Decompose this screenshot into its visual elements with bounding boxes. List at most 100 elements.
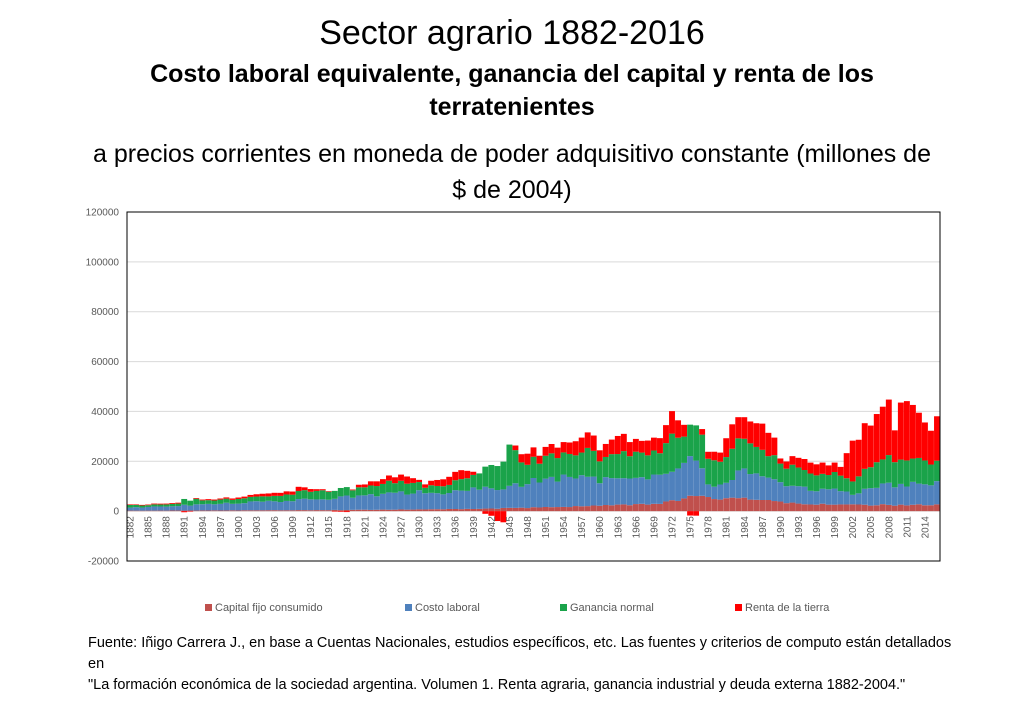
bar-segment-renta-de-la-tierra — [909, 404, 916, 459]
x-tick-label: 1996 — [812, 516, 823, 539]
bar-segment-costo-laboral — [289, 501, 296, 511]
bar-segment-ganancia-normal — [831, 472, 838, 489]
bar-segment-capital-fijo-consumido — [554, 507, 561, 512]
bar-segment-costo-laboral — [867, 488, 874, 506]
bar-segment-capital-fijo-consumido — [759, 500, 766, 512]
bar-segment-costo-laboral — [614, 478, 621, 505]
bar-segment-ganancia-normal — [127, 504, 133, 508]
bar-segment-costo-laboral — [458, 490, 465, 510]
bar-segment-costo-laboral — [801, 486, 808, 505]
bar-segment-ganancia-normal — [650, 450, 657, 475]
bar-segment-ganancia-normal — [771, 455, 778, 480]
bar-segment-ganancia-normal — [891, 462, 898, 488]
bar-segment-costo-laboral — [885, 482, 892, 505]
bar-segment-costo-laboral — [934, 481, 940, 505]
bar-segment-capital-fijo-consumido — [711, 499, 718, 512]
x-tick-label: 1912 — [306, 516, 317, 539]
bar-segment-renta-de-la-tierra — [373, 481, 380, 487]
bar-segment-renta-de-la-tierra — [241, 496, 248, 499]
bar-segment-ganancia-normal — [229, 499, 236, 504]
bar-segment-ganancia-normal — [440, 486, 447, 495]
bar-segment-capital-fijo-consumido — [928, 505, 934, 512]
bar-segment-renta-de-la-tierra — [313, 489, 320, 491]
x-tick-label: 1972 — [668, 516, 679, 539]
bar-segment-ganancia-normal — [145, 505, 152, 507]
bar-segment-costo-laboral — [542, 478, 549, 507]
bar-segment-costo-laboral — [169, 506, 176, 511]
source-line-2: "La formación económica de la sociedad a… — [88, 677, 906, 693]
bar-segment-renta-de-la-tierra — [777, 458, 784, 464]
bar-segment-renta-de-la-tierra — [560, 442, 567, 453]
bar-segment-capital-fijo-consumido — [747, 499, 754, 512]
bar-segment-ganancia-normal — [705, 458, 712, 485]
bar-segment-capital-fijo-consumido — [741, 497, 748, 512]
bar-segment-costo-laboral — [386, 492, 392, 510]
bar-segment-capital-fijo-consumido — [157, 510, 164, 512]
bar-segment-costo-laboral — [428, 492, 435, 510]
bar-segment-renta-de-la-tierra — [343, 511, 350, 513]
bar-segment-renta-de-la-tierra — [458, 470, 465, 480]
bar-segment-costo-laboral — [753, 473, 760, 500]
bar-segment-ganancia-normal — [789, 464, 796, 486]
bar-segment-renta-de-la-tierra — [741, 417, 748, 439]
bar-segment-ganancia-normal — [211, 500, 218, 505]
bar-segment-renta-de-la-tierra — [193, 498, 200, 499]
bar-segment-renta-de-la-tierra — [211, 499, 218, 501]
y-tick-label: 60000 — [91, 357, 119, 368]
bar-segment-capital-fijo-consumido — [187, 510, 194, 512]
bar-segment-ganancia-normal — [843, 478, 850, 492]
bar-segment-renta-de-la-tierra — [675, 420, 681, 438]
bar-segment-capital-fijo-consumido — [687, 495, 694, 512]
bar-segment-costo-laboral — [127, 507, 133, 511]
bar-segment-renta-de-la-tierra — [325, 491, 332, 492]
bar-segment-renta-de-la-tierra — [566, 442, 573, 454]
bar-segment-costo-laboral — [590, 476, 597, 506]
bar-segment-costo-laboral — [524, 484, 531, 509]
bar-segment-ganancia-normal — [283, 494, 290, 501]
bar-segment-costo-laboral — [217, 503, 224, 511]
x-tick-label: 1906 — [270, 516, 281, 539]
bar-segment-ganancia-normal — [253, 496, 260, 502]
bar-segment-renta-de-la-tierra — [283, 491, 290, 495]
bar-segment-renta-de-la-tierra — [650, 437, 657, 451]
bar-segment-renta-de-la-tierra — [301, 487, 308, 491]
bar-segment-renta-de-la-tierra — [843, 453, 850, 479]
bar-segment-renta-de-la-tierra — [223, 497, 230, 499]
x-tick-label: 1942 — [487, 516, 498, 539]
bar-segment-renta-de-la-tierra — [398, 474, 404, 481]
bar-segment-renta-de-la-tierra — [319, 489, 326, 491]
bar-segment-costo-laboral — [693, 460, 700, 497]
bar-segment-costo-laboral — [193, 504, 200, 511]
bar-segment-capital-fijo-consumido — [699, 495, 706, 512]
x-tick-label: 1993 — [794, 516, 805, 539]
bar-segment-ganancia-normal — [849, 481, 856, 495]
bar-segment-renta-de-la-tierra — [669, 411, 675, 434]
bar-segment-capital-fijo-consumido — [644, 504, 651, 512]
bar-segment-capital-fijo-consumido — [464, 508, 471, 512]
x-tick-label: 1909 — [288, 516, 299, 539]
bar-segment-costo-laboral — [205, 503, 212, 511]
bar-segment-ganancia-normal — [759, 449, 766, 477]
bar-segment-costo-laboral — [139, 507, 145, 511]
bar-segment-costo-laboral — [729, 480, 736, 498]
x-tick-label: 2008 — [884, 516, 895, 539]
x-tick-label: 1897 — [216, 516, 227, 539]
bar-segment-ganancia-normal — [301, 490, 308, 499]
bar-segment-capital-fijo-consumido — [325, 510, 332, 512]
bar-segment-renta-de-la-tierra — [861, 423, 868, 469]
bar-segment-costo-laboral — [687, 456, 694, 496]
bar-segment-ganancia-normal — [193, 498, 200, 505]
bar-segment-renta-de-la-tierra — [349, 489, 356, 491]
bar-segment-capital-fijo-consumido — [163, 510, 170, 512]
x-tick-label: 2005 — [866, 516, 877, 539]
bar-segment-renta-de-la-tierra — [602, 443, 609, 457]
bar-segment-renta-de-la-tierra — [663, 425, 669, 444]
bar-segment-renta-de-la-tierra — [139, 504, 145, 506]
bar-segment-capital-fijo-consumido — [566, 507, 573, 512]
bar-segment-renta-de-la-tierra — [518, 454, 525, 463]
bar-segment-ganancia-normal — [614, 454, 621, 479]
bar-segment-renta-de-la-tierra — [127, 504, 133, 505]
bar-segment-ganancia-normal — [693, 425, 700, 461]
bar-segment-ganancia-normal — [404, 483, 410, 495]
bar-segment-costo-laboral — [723, 482, 730, 499]
